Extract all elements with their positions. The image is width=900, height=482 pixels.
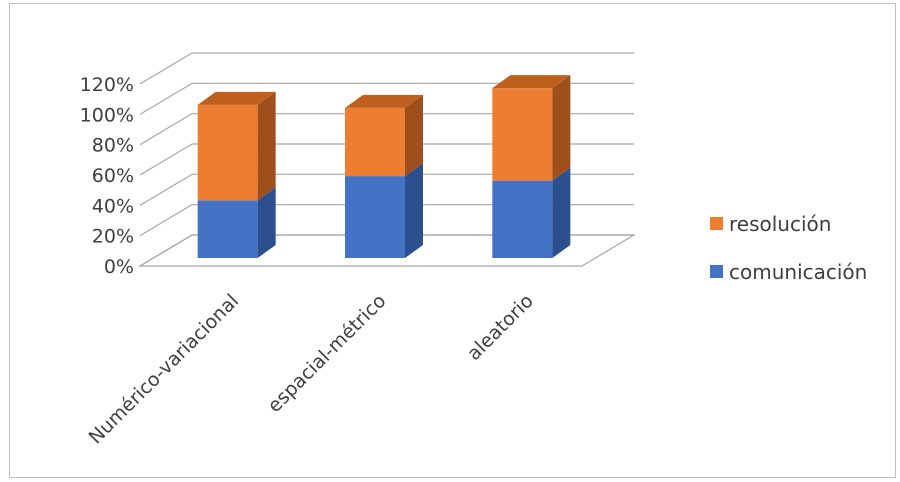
- y-tick-label: 40%: [92, 195, 134, 217]
- bar-side: [552, 75, 571, 181]
- bar-comunicación-2: [492, 180, 553, 258]
- y-tick-label: 20%: [92, 226, 134, 248]
- legend-swatch: [710, 265, 723, 278]
- legend-swatch: [710, 217, 723, 230]
- bar-resolución-2: [492, 88, 553, 181]
- gridline-depth: [139, 82, 193, 115]
- bar-comunicación-1: [345, 176, 405, 258]
- bar-side: [257, 187, 276, 258]
- gridline-depth: [139, 113, 193, 146]
- stacked-3d-bar-chart: 0% 20% 40% 60% 80% 100% 120% Numérico-variacion…: [80, 52, 867, 449]
- bar-top: [345, 94, 423, 108]
- chart-area: 0% 20% 40% 60% 80% 100% 120% Numérico-variacion…: [9, 3, 896, 478]
- y-tick-label: 80%: [92, 135, 134, 157]
- legend-label: resolución: [729, 212, 831, 236]
- bar-resolución-1: [345, 107, 405, 177]
- legend-label: comunicación: [729, 260, 867, 284]
- y-tick-label: 0%: [104, 256, 134, 278]
- bar-resolución-0: [197, 104, 258, 201]
- x-category-label: Numérico-variacional: [85, 290, 244, 449]
- x-category-label: aleatorio: [463, 290, 538, 365]
- bar-side: [257, 91, 276, 201]
- chart-floor: [137, 234, 637, 267]
- bar-top: [197, 91, 276, 105]
- bar-side: [405, 163, 423, 258]
- y-tick-label: 120%: [80, 74, 134, 96]
- bar-comunicación-0: [197, 200, 258, 258]
- y-tick-label: 100%: [80, 104, 134, 126]
- gridline-depth: [139, 204, 193, 237]
- bar-side: [405, 94, 423, 177]
- bar-side: [552, 167, 571, 258]
- gridline-depth: [139, 52, 193, 85]
- gridline-depth: [139, 173, 193, 206]
- y-tick-label: 60%: [92, 165, 134, 187]
- bar-top: [492, 75, 571, 89]
- x-category-label: espacial-métrico: [264, 290, 391, 417]
- gridline-depth: [139, 143, 193, 176]
